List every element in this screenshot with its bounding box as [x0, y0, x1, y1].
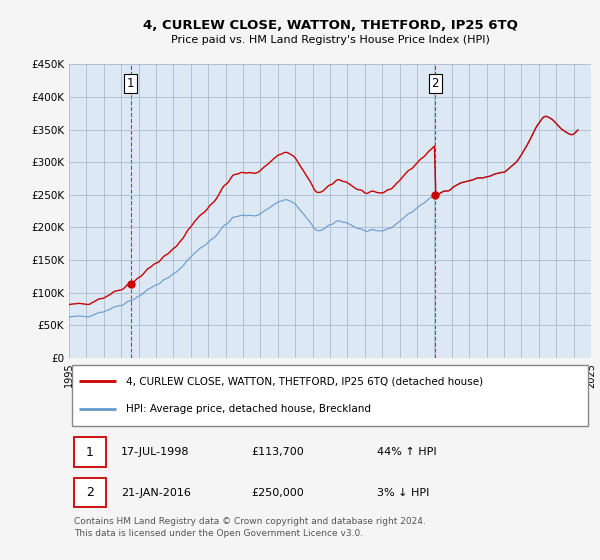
- Text: £113,700: £113,700: [252, 447, 304, 457]
- FancyBboxPatch shape: [74, 478, 106, 507]
- Text: 1: 1: [127, 77, 134, 90]
- Text: 3% ↓ HPI: 3% ↓ HPI: [377, 488, 430, 498]
- Text: 2: 2: [431, 77, 439, 90]
- Text: HPI: Average price, detached house, Breckland: HPI: Average price, detached house, Brec…: [127, 404, 371, 414]
- Text: 21-JAN-2016: 21-JAN-2016: [121, 488, 191, 498]
- Text: £250,000: £250,000: [252, 488, 304, 498]
- Text: Price paid vs. HM Land Registry's House Price Index (HPI): Price paid vs. HM Land Registry's House …: [170, 35, 490, 45]
- Text: 17-JUL-1998: 17-JUL-1998: [121, 447, 190, 457]
- Text: 1: 1: [86, 446, 94, 459]
- Text: 4, CURLEW CLOSE, WATTON, THETFORD, IP25 6TQ: 4, CURLEW CLOSE, WATTON, THETFORD, IP25 …: [143, 18, 517, 32]
- Text: 4, CURLEW CLOSE, WATTON, THETFORD, IP25 6TQ (detached house): 4, CURLEW CLOSE, WATTON, THETFORD, IP25 …: [127, 376, 484, 386]
- Text: 44% ↑ HPI: 44% ↑ HPI: [377, 447, 437, 457]
- FancyBboxPatch shape: [71, 365, 589, 426]
- Text: 2: 2: [86, 486, 94, 499]
- Text: Contains HM Land Registry data © Crown copyright and database right 2024.
This d: Contains HM Land Registry data © Crown c…: [74, 517, 426, 538]
- FancyBboxPatch shape: [74, 437, 106, 466]
